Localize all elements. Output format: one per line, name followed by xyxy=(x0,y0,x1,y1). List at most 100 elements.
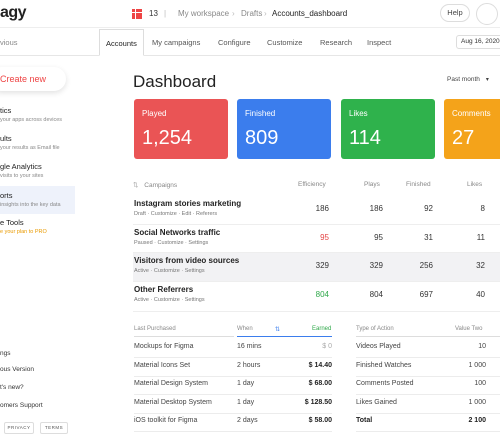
privacy-link[interactable]: PRIVACY xyxy=(4,422,34,434)
stat-card-label: Likes xyxy=(349,109,368,118)
header-underline xyxy=(356,336,500,337)
sidebar: Create new tics your apps across devices… xyxy=(0,56,75,440)
campaign-actions[interactable]: Draft · Customize · Edit · Referers xyxy=(134,211,218,217)
app-logo[interactable]: agy xyxy=(0,4,27,21)
sidebar-item-title: tics xyxy=(0,106,12,115)
purchases-header-when[interactable]: When xyxy=(237,326,253,332)
breadcrumb-drafts[interactable]: Drafts xyxy=(241,9,263,18)
campaign-plays: 804 xyxy=(369,290,383,299)
help-button[interactable]: Help xyxy=(440,4,470,22)
stat-card-value: 809 xyxy=(245,127,279,149)
column-header-likes[interactable]: Likes xyxy=(467,181,483,188)
purchase-item: Mockups for Figma xyxy=(134,343,194,350)
action-value: 10 xyxy=(478,343,486,350)
sidebar-link-previous-version[interactable]: ous Version xyxy=(0,366,34,373)
campaign-likes: 40 xyxy=(476,290,485,299)
row-divider xyxy=(133,224,500,225)
purchase-item: Material Design System xyxy=(134,380,208,387)
purchase-item: Material Desktop System xyxy=(134,398,212,406)
row-divider xyxy=(133,252,500,253)
campaign-plays: 329 xyxy=(369,261,383,270)
create-new-button[interactable]: Create new xyxy=(0,67,66,91)
avatar[interactable] xyxy=(476,3,498,25)
sidebar-item-tools[interactable]: e Tools e your plan to PRO xyxy=(0,218,75,240)
period-select[interactable]: Past month ▾ xyxy=(447,76,500,83)
column-header-efficiency[interactable]: Efficiency xyxy=(298,181,326,188)
campaign-row[interactable]: Instagram stories marketing Draft · Cust… xyxy=(133,195,500,225)
purchase-when: 1 day xyxy=(237,380,255,387)
campaign-finished: 697 xyxy=(419,290,433,299)
terms-link[interactable]: TERMS xyxy=(40,422,68,434)
sidebar-link-whats-new[interactable]: t's new? xyxy=(0,384,24,391)
actions-header-type[interactable]: Type of Action xyxy=(356,326,394,332)
tab-accounts[interactable]: Accounts xyxy=(99,29,144,56)
action-type: Videos Played xyxy=(356,343,401,350)
sorted-column-underline xyxy=(237,336,332,337)
sidebar-link-support[interactable]: omers Support xyxy=(0,402,43,409)
upgrade-link[interactable]: e your plan to PRO xyxy=(0,229,47,235)
stat-card-likes[interactable]: Likes 114 xyxy=(341,99,435,159)
campaign-actions[interactable]: Active · Customize · Settings xyxy=(134,297,205,303)
purchases-header-item[interactable]: Last Purchased xyxy=(134,326,176,332)
sidebar-item-reports[interactable]: orts insights into the key data xyxy=(0,186,75,214)
sidebar-item-title: ults xyxy=(0,134,12,143)
stat-card-played[interactable]: Played 1,254 xyxy=(134,99,228,159)
breadcrumb-current: Accounts_dashboard xyxy=(272,9,348,18)
row-divider xyxy=(133,311,500,312)
campaign-name[interactable]: Social Networks traffic xyxy=(134,228,221,237)
action-value: 100 xyxy=(474,380,486,387)
campaign-plays: 186 xyxy=(369,204,383,213)
campaign-row[interactable]: Social Networks traffic Paused · Customi… xyxy=(133,224,500,254)
purchases-header-earned[interactable]: Earned xyxy=(312,326,332,332)
row-divider xyxy=(134,412,332,414)
apps-grid-icon[interactable] xyxy=(132,9,142,19)
column-header-plays[interactable]: Plays xyxy=(364,181,380,188)
sidebar-item-analytics[interactable]: tics your apps across devices xyxy=(0,106,75,128)
sidebar-link-settings[interactable]: ngs xyxy=(0,350,11,357)
sidebar-item-google-analytics[interactable]: gle Analytics visits to your sites xyxy=(0,162,75,184)
tab-my-campaigns[interactable]: My campaigns xyxy=(152,38,201,47)
campaign-row[interactable]: Other Referrers Active · Customize · Set… xyxy=(133,281,500,311)
stat-card-comments[interactable]: Comments 27 xyxy=(444,99,500,159)
campaign-efficiency: 186 xyxy=(315,204,329,213)
action-type: Comments Posted xyxy=(356,380,414,387)
tab-customize[interactable]: Customize xyxy=(267,38,303,47)
campaign-name[interactable]: Visitors from video sources xyxy=(134,256,240,265)
action-type: Total xyxy=(356,417,373,424)
tab-configure[interactable]: Configure xyxy=(218,38,251,47)
sidebar-item-title: orts xyxy=(0,191,13,200)
tab-inspect[interactable]: Inspect xyxy=(367,38,392,47)
campaign-name[interactable]: Other Referrers xyxy=(134,285,194,294)
previous-link[interactable]: vious xyxy=(0,38,18,47)
campaign-likes: 32 xyxy=(476,261,485,270)
campaign-actions[interactable]: Active · Customize · Settings xyxy=(134,268,205,274)
row-divider xyxy=(133,281,500,282)
campaigns-header-label: Campaigns xyxy=(144,182,178,189)
tab-research[interactable]: Research xyxy=(320,38,353,47)
date-picker[interactable]: Aug 16, 2020 xyxy=(456,35,500,49)
tab-bar: vious Accounts My campaigns Configure Cu… xyxy=(0,28,500,56)
campaigns-header: ⇅ Campaigns xyxy=(133,181,177,189)
row-divider xyxy=(134,357,332,358)
action-type: Finished Watches xyxy=(356,361,412,369)
sidebar-item-subtitle: visits to your sites xyxy=(0,173,44,179)
stat-card-label: Finished xyxy=(245,109,276,118)
purchase-earned: $ 0 xyxy=(322,343,332,350)
breadcrumb-workspace[interactable]: My workspace xyxy=(178,9,230,18)
sidebar-item-subtitle: insights into the key data xyxy=(0,202,61,208)
column-header-finished[interactable]: Finished xyxy=(406,181,431,188)
campaign-row[interactable]: Visitors from video sources Active · Cus… xyxy=(133,252,500,282)
campaign-finished: 256 xyxy=(419,261,433,270)
actions-header-value[interactable]: Value Two xyxy=(455,326,483,332)
sidebar-item-results[interactable]: ults your results as Email file xyxy=(0,134,75,156)
campaign-name[interactable]: Instagram stories marketing xyxy=(134,199,242,208)
campaign-actions[interactable]: Paused · Customize · Settings xyxy=(134,240,209,246)
notification-count[interactable]: 13 xyxy=(149,9,158,18)
purchase-earned: $ 128.50 xyxy=(304,398,332,406)
campaign-likes: 11 xyxy=(476,233,485,242)
stat-card-value: 114 xyxy=(349,127,381,149)
sort-icon[interactable]: ⇅ xyxy=(275,327,281,333)
action-value: 1 000 xyxy=(468,398,486,406)
stat-card-finished[interactable]: Finished 809 xyxy=(237,99,331,159)
purchase-when: 2 hours xyxy=(237,361,261,369)
